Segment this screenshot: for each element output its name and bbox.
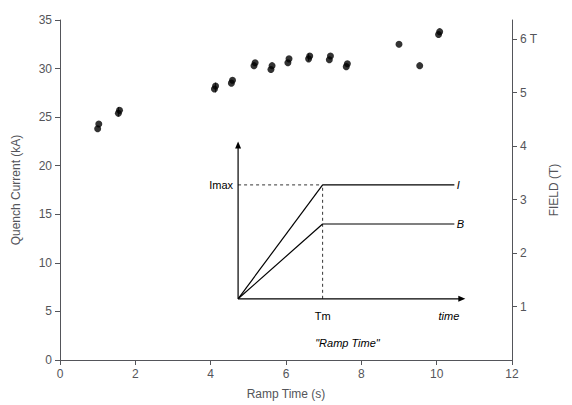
svg-text:0: 0 [45, 353, 52, 367]
svg-text:"Ramp Time": "Ramp Time" [315, 337, 381, 349]
svg-text:25: 25 [39, 110, 53, 124]
svg-text:6: 6 [283, 367, 290, 381]
svg-text:2: 2 [520, 246, 527, 260]
svg-text:4: 4 [520, 139, 527, 153]
svg-text:35: 35 [39, 13, 53, 27]
svg-text:2: 2 [132, 367, 139, 381]
svg-text:Ramp Time (s): Ramp Time (s) [247, 387, 326, 401]
svg-text:8: 8 [358, 367, 365, 381]
svg-text:15: 15 [39, 207, 53, 221]
svg-text:0: 0 [57, 367, 64, 381]
svg-text:B: B [457, 218, 464, 230]
svg-text:I: I [457, 179, 460, 191]
svg-text:3: 3 [520, 193, 527, 207]
svg-text:6 T: 6 T [520, 32, 538, 46]
svg-text:5: 5 [45, 304, 52, 318]
svg-text:5: 5 [520, 86, 527, 100]
svg-text:Imax: Imax [209, 179, 233, 191]
svg-text:10: 10 [39, 256, 53, 270]
svg-text:FIELD (T): FIELD (T) [547, 164, 561, 217]
svg-text:Quench Current (kA): Quench Current (kA) [9, 135, 23, 246]
svg-text:10: 10 [430, 367, 444, 381]
svg-text:1: 1 [520, 300, 527, 314]
svg-text:Tm: Tm [315, 310, 331, 322]
svg-text:4: 4 [207, 367, 214, 381]
svg-text:12: 12 [505, 367, 519, 381]
svg-text:time: time [439, 310, 460, 322]
svg-text:20: 20 [39, 159, 53, 173]
svg-text:30: 30 [39, 62, 53, 76]
